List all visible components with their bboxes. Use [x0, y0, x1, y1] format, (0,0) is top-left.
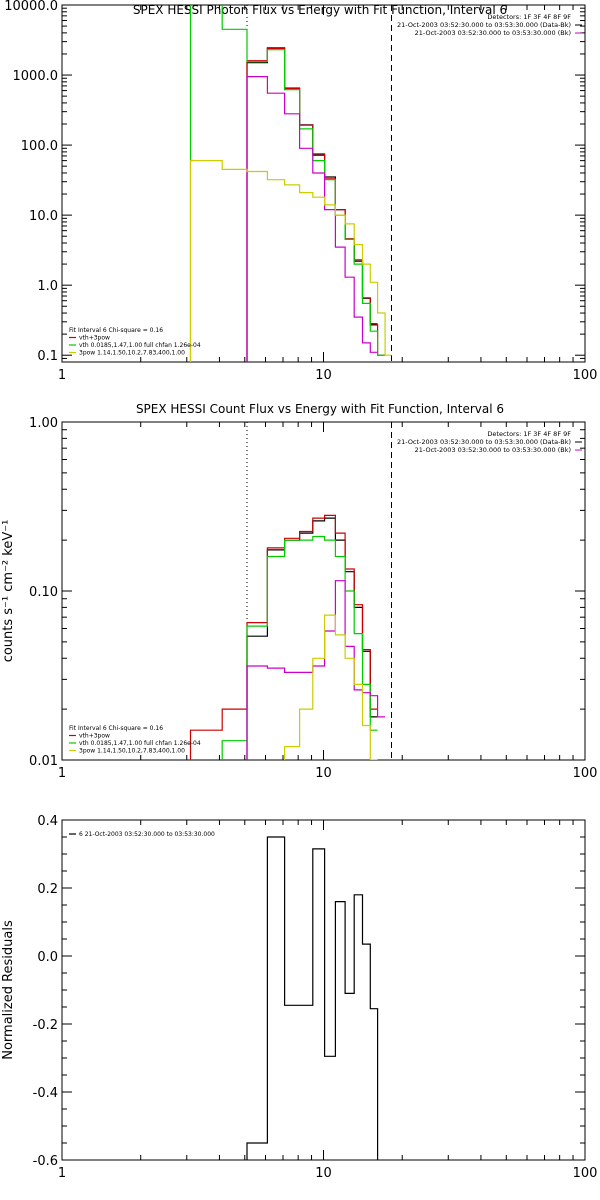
count-flux-legend-line: Fit Interval 6 Chi-square = 0.16: [69, 725, 163, 732]
residuals-legend-line: 6 21-Oct-2003 03:52:30.000 to 03:53:30.0…: [79, 831, 215, 838]
count-flux-legend-line: vth+3pow: [79, 733, 110, 740]
photon-flux-panel: SPEX HESSI Photon Flux vs Energy with Fi…: [4, 0, 597, 383]
count-flux-x-tick-label: 10: [315, 766, 332, 781]
residuals-series-group: [246, 836, 379, 1160]
photon-flux-series-3: [246, 76, 378, 362]
photon-flux-legend-line: Fit Interval 6 Chi-square = 0.16: [69, 327, 163, 334]
photon-flux-y-tick-label: 1000.0: [13, 69, 59, 84]
residuals-y-tick-label: -0.4: [33, 1086, 58, 1101]
count-flux-info-line: Detectors: 1F 3F 4F 8F 9F: [487, 430, 571, 438]
count-flux-series-3: [246, 580, 386, 760]
count-flux-y-tick-label: 0.01: [29, 754, 58, 769]
count-flux-y-tick-label: 0.10: [29, 585, 58, 600]
residuals-plot: 1 10 100 -0.6 -0.4 -0.2 0.0 0.2 0.4 Normalized Re…: [1, 814, 597, 1181]
residuals-y-axis-label: Normalized Residuals: [1, 920, 16, 1060]
count-flux-series-group: [189, 514, 386, 760]
count-flux-y-axis-label: counts s⁻¹ cm⁻² keV⁻¹: [1, 520, 16, 663]
count-flux-x-tick-label: 1: [58, 766, 66, 781]
count-flux-plot: 1 10 100 0.01 0.10 1.00 counts s⁻¹ cm⁻² keV⁻¹ D…: [1, 416, 597, 781]
photon-flux-y-tick-label: 1.0: [37, 279, 58, 294]
residuals-y-tick-label: 0.2: [37, 882, 58, 897]
photon-flux-title: SPEX HESSI Photon Flux vs Energy with Fi…: [133, 3, 507, 17]
count-flux-info-line: 21-Oct-2003 03:52:30.000 to 03:53:30.000…: [397, 438, 571, 446]
count-flux-series-4: [284, 614, 378, 760]
count-flux-series-2: [221, 535, 378, 760]
photon-flux-series-group: [189, 5, 392, 362]
photon-flux-series-4: [189, 160, 392, 362]
residuals-y-tick-label: -0.6: [33, 1154, 58, 1169]
photon-flux-x-tick-label: 1: [58, 368, 66, 383]
residuals-x-tick-label: 10: [315, 1166, 332, 1181]
residuals-series-0: [246, 836, 379, 1160]
residuals-x-tick-label: 1: [58, 1166, 66, 1181]
count-flux-title: SPEX HESSI Count Flux vs Energy with Fit…: [136, 402, 504, 416]
photon-flux-series-2: [189, 5, 386, 362]
residuals-y-tick-label: -0.2: [33, 1018, 58, 1033]
photon-flux-info-line: 21-Oct-2003 03:52:30.000 to 03:53:30.000…: [415, 29, 571, 37]
count-flux-x-tick-label: 100: [573, 766, 598, 781]
photon-flux-legend-line: vth+3pow: [79, 335, 110, 342]
photon-flux-legend-line: 3pow 1.14,1.50,10.2,7.83,400,1.00: [79, 350, 185, 357]
photon-flux-y-tick-label: 100.0: [21, 139, 58, 154]
residuals-y-tick-label: 0.4: [37, 814, 58, 829]
photon-flux-plot: 1 10 100 0.1 1.0 10.0 100.0 1000.0 10000.0 Detect…: [4, 0, 597, 383]
count-flux-legend-line: 3pow 1.14,1.50,10.2,7.83,400,1.00: [79, 748, 185, 755]
photon-flux-y-tick-label: 10000.0: [4, 0, 58, 14]
photon-flux-x-tick-label: 100: [573, 368, 598, 383]
count-flux-info-line: 21-Oct-2003 03:52:30.000 to 03:53:30.000…: [415, 446, 571, 454]
count-flux-legend-line: vth 0.0185,1.47,1.00 full chfan 1.26e-04: [79, 740, 201, 747]
photon-flux-info-line: Detectors: 1F 3F 4F 8F 9F: [487, 13, 571, 21]
residuals-x-tick-label: 100: [573, 1166, 598, 1181]
residuals-y-tick-label: 0.0: [37, 950, 58, 965]
count-flux-y-tick-label: 1.00: [29, 416, 58, 431]
photon-flux-info-line: 21-Oct-2003 03:52:30.000 to 03:53:30.000…: [397, 21, 571, 29]
photon-flux-x-tick-label: 10: [315, 368, 332, 383]
photon-flux-series-1: [246, 47, 386, 362]
photon-flux-legend-line: vth 0.0185,1.47,1.00 full chfan 1.26e-04: [79, 342, 201, 349]
photon-flux-y-tick-label: 10.0: [29, 209, 58, 224]
residuals-panel: 1 10 100 -0.6 -0.4 -0.2 0.0 0.2 0.4 Normalized Re…: [1, 814, 597, 1181]
photon-flux-y-tick-label: 0.1: [37, 349, 58, 364]
count-flux-panel: SPEX HESSI Count Flux vs Energy with Fit…: [1, 402, 597, 781]
